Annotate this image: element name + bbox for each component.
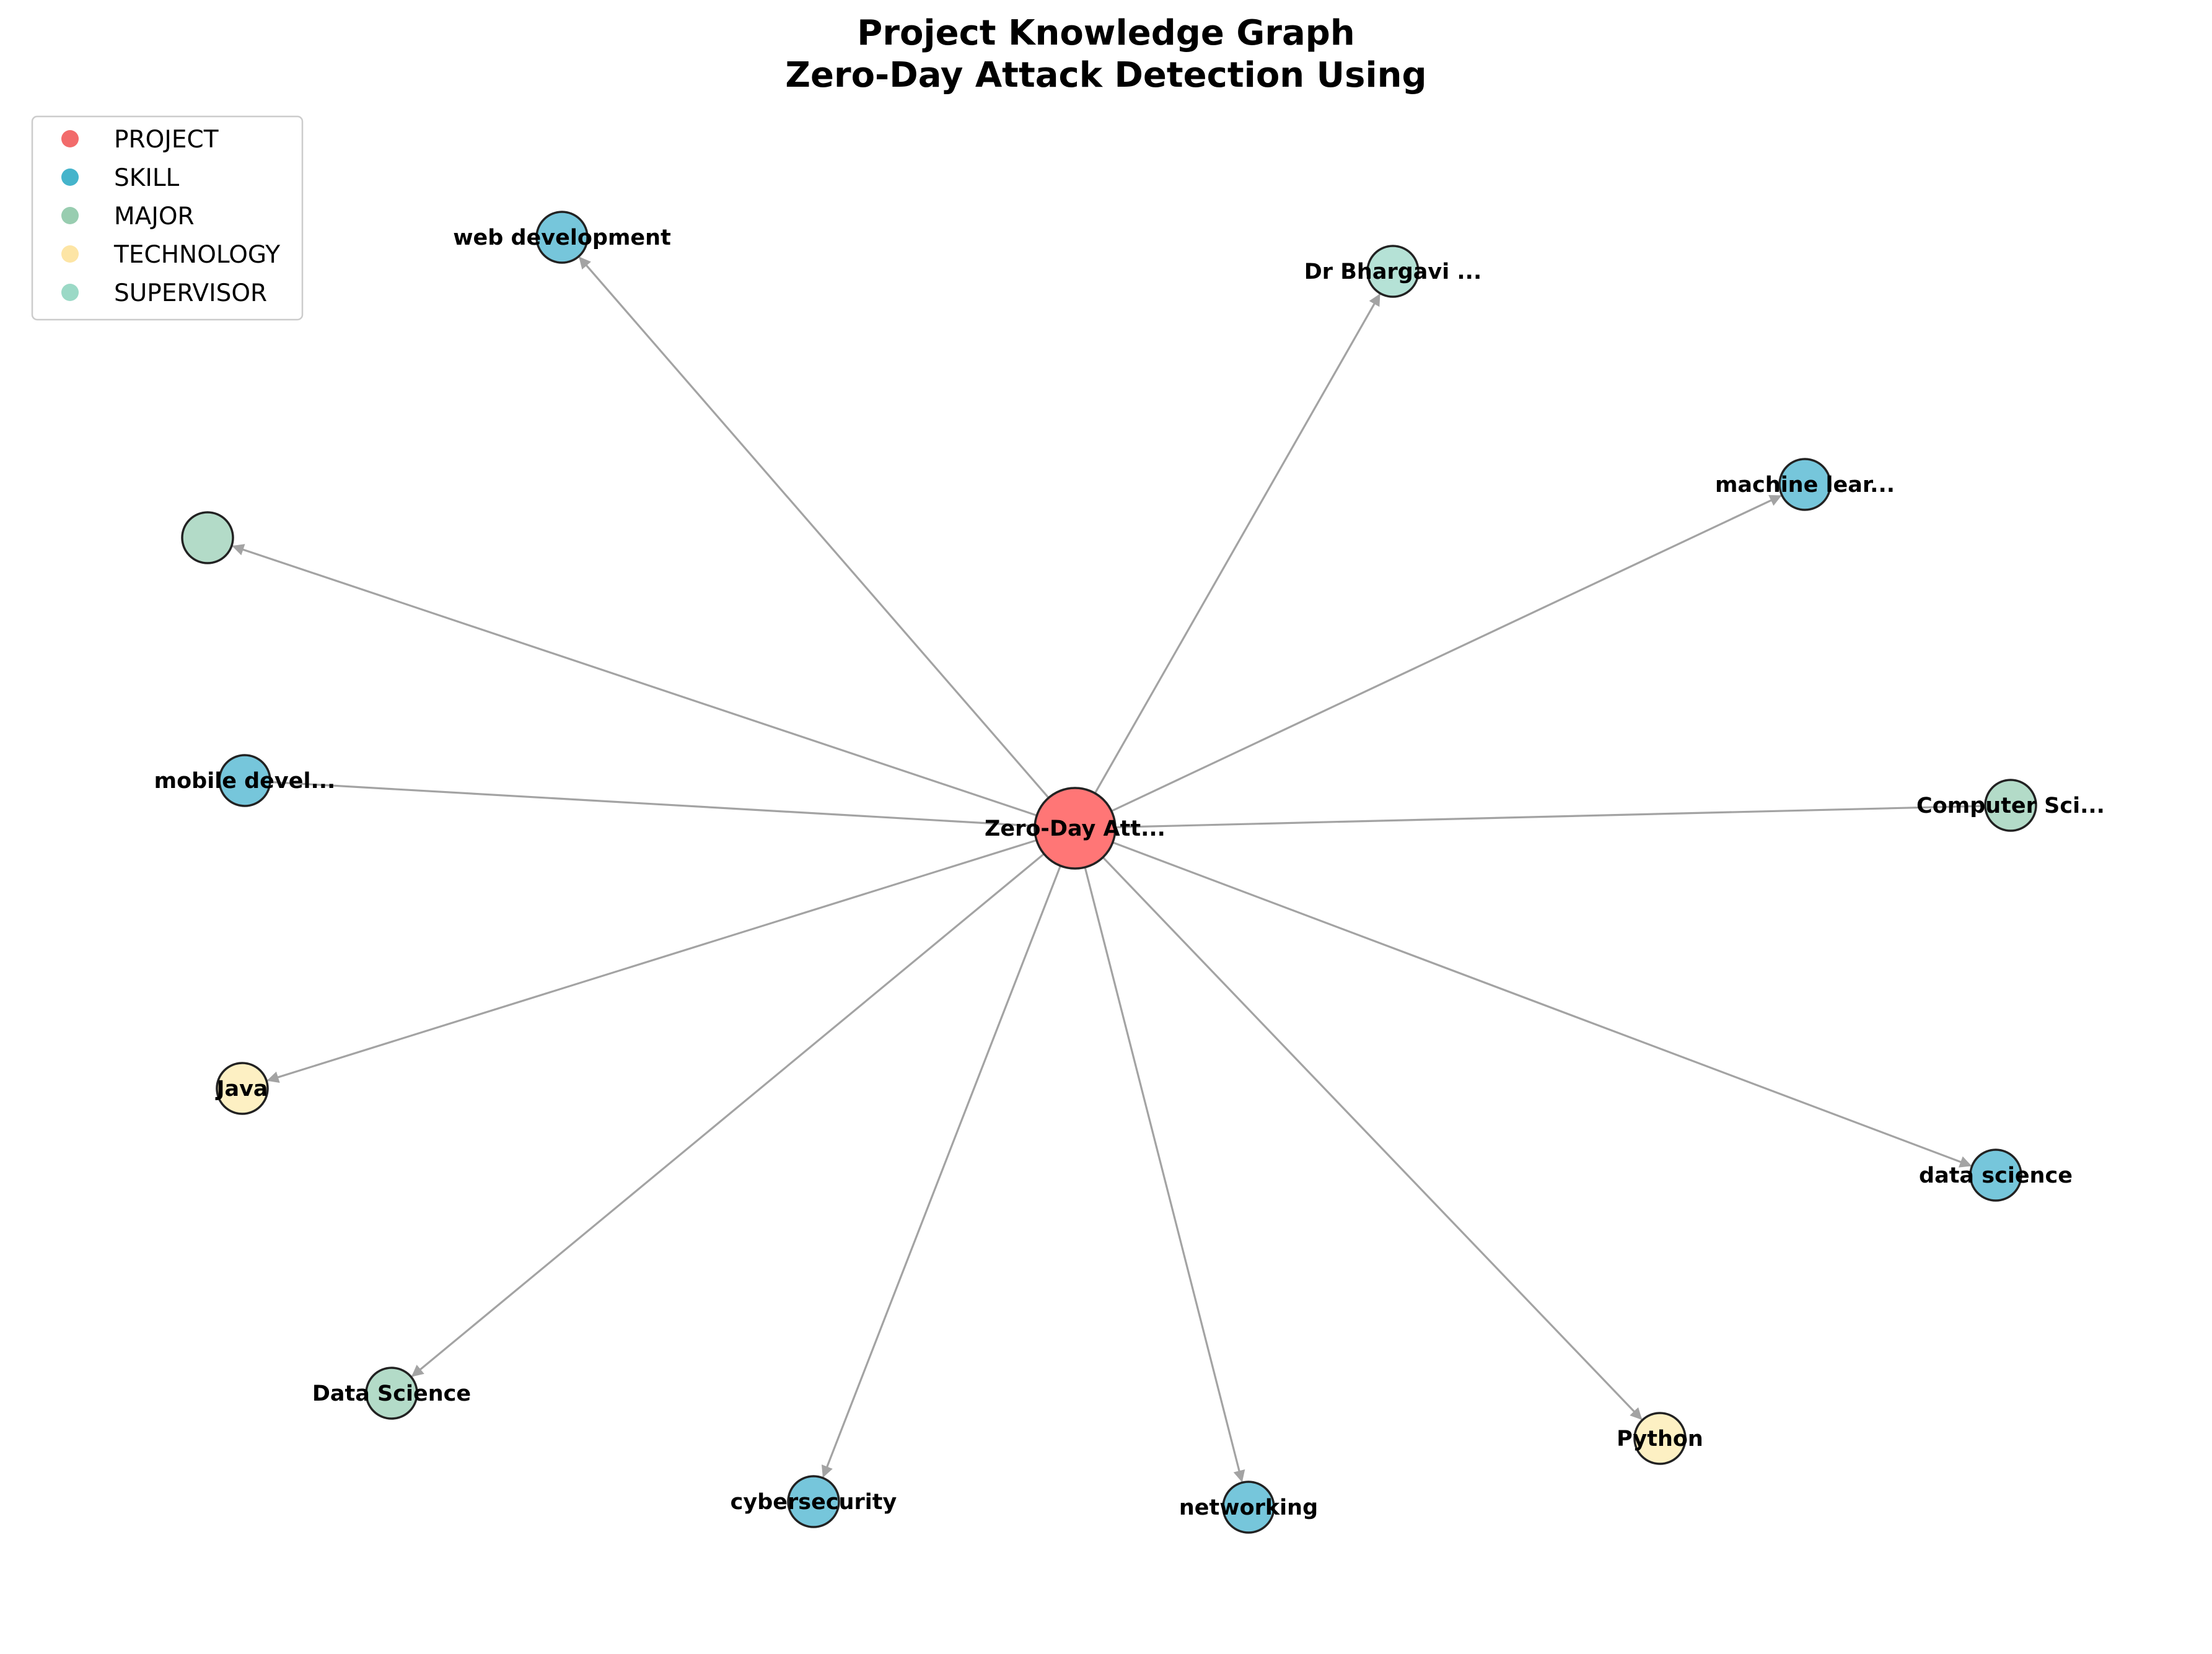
node-label-data-science-8: Data Science bbox=[312, 1381, 471, 1406]
legend-item-supervisor: SUPERVISOR bbox=[61, 279, 267, 307]
legend-label-technology: TECHNOLOGY bbox=[113, 241, 280, 269]
node-label-python-9: Python bbox=[1617, 1427, 1703, 1451]
graph-title-line-2: Zero-Day Attack Detection Using bbox=[785, 55, 1426, 95]
node-label-data-science-7: data science bbox=[1919, 1163, 2073, 1188]
edge-machine-lear-2 bbox=[1111, 494, 1782, 812]
node-label-machine-lear-2: machine lear... bbox=[1715, 473, 1895, 497]
node-circle-data-science-8[interactable] bbox=[365, 1367, 418, 1420]
node-label-mobile-devel-4: mobile devel... bbox=[154, 769, 336, 794]
edge-data-science-7 bbox=[1112, 841, 1972, 1168]
node-project[interactable]: Zero-Day Att... bbox=[985, 787, 1165, 870]
legend-marker-major bbox=[61, 207, 79, 224]
legend-item-technology: TECHNOLOGY bbox=[61, 241, 280, 269]
legend: PROJECT SKILL MAJOR TECHNOLOGY SUPERVISOR bbox=[31, 115, 304, 321]
node-python-9[interactable]: Python bbox=[1617, 1412, 1703, 1465]
node-circle-computer-sci-5[interactable] bbox=[1984, 779, 2037, 832]
node-label-java-6: Java bbox=[215, 1077, 268, 1101]
legend-marker-skill bbox=[61, 168, 79, 186]
node-circle-networking-11[interactable] bbox=[1222, 1481, 1275, 1534]
node-data-science-7[interactable]: data science bbox=[1919, 1149, 2073, 1202]
edge-java-6 bbox=[266, 839, 1037, 1083]
node-mobile-devel-4[interactable]: mobile devel... bbox=[154, 754, 336, 807]
legend-marker-project bbox=[61, 130, 79, 147]
node-project-circle[interactable] bbox=[1034, 787, 1117, 870]
edge-computer-sci-5 bbox=[1115, 805, 1985, 829]
node-label-dr-bhargavi-1: Dr Bhargavi ... bbox=[1304, 260, 1482, 284]
edge-web-development-0 bbox=[578, 256, 1050, 799]
legend-item-skill: SKILL bbox=[61, 164, 180, 192]
node-circle-java-6[interactable] bbox=[216, 1062, 269, 1115]
node-machine-lear-2[interactable]: machine lear... bbox=[1715, 458, 1895, 511]
legend-label-skill: SKILL bbox=[114, 164, 180, 192]
graph-title-line-1: Project Knowledge Graph bbox=[857, 13, 1354, 53]
node-label-computer-sci-5: Computer Sci... bbox=[1916, 794, 2105, 818]
legend-label-project: PROJECT bbox=[114, 126, 219, 154]
node-circle-cybersecurity-10[interactable] bbox=[787, 1475, 840, 1528]
nodes-layer: Zero-Day Att... web development Dr Bhargav… bbox=[154, 211, 2105, 1534]
edge-mobile-devel-4 bbox=[271, 781, 1035, 827]
node-circle-machine-lear-2[interactable] bbox=[1778, 458, 1832, 511]
legend-marker-supervisor bbox=[61, 284, 79, 301]
node-java-6[interactable]: Java bbox=[215, 1062, 269, 1115]
node-networking-11[interactable]: networking bbox=[1179, 1481, 1318, 1534]
node-web-development-0[interactable]: web development bbox=[453, 211, 671, 264]
node-data-science-8[interactable]: Data Science bbox=[312, 1367, 471, 1420]
node-circle-data-science-7[interactable] bbox=[1969, 1149, 2022, 1202]
node-circle-dr-bhargavi-1[interactable] bbox=[1366, 245, 1420, 298]
legend-item-project: PROJECT bbox=[61, 126, 219, 154]
edge-networking-11 bbox=[1084, 867, 1245, 1482]
edge-python-9 bbox=[1102, 856, 1643, 1420]
legend-item-major: MAJOR bbox=[61, 203, 195, 230]
node-label-networking-11: networking bbox=[1179, 1495, 1318, 1520]
node-computer-sci-5[interactable]: Computer Sci... bbox=[1916, 779, 2105, 832]
legend-items: PROJECT SKILL MAJOR TECHNOLOGY SUPERVISOR bbox=[61, 126, 280, 307]
node-circle-web-development-0[interactable] bbox=[535, 211, 589, 264]
edge-unlabeled-3 bbox=[232, 544, 1037, 816]
edge-dr-bhargavi-1 bbox=[1094, 293, 1381, 794]
node-circle-mobile-devel-4[interactable] bbox=[218, 754, 271, 807]
edges-layer bbox=[232, 256, 1985, 1482]
node-circle-unlabeled-3[interactable] bbox=[181, 511, 234, 564]
edge-data-science-8 bbox=[411, 853, 1045, 1377]
legend-label-major: MAJOR bbox=[114, 203, 195, 230]
legend-label-supervisor: SUPERVISOR bbox=[114, 279, 267, 307]
node-label-web-development-0: web development bbox=[453, 225, 671, 250]
node-project-label: Zero-Day Att... bbox=[985, 816, 1165, 841]
edge-cybersecurity-10 bbox=[821, 865, 1061, 1478]
legend-frame bbox=[31, 115, 304, 321]
node-label-cybersecurity-10: cybersecurity bbox=[731, 1490, 897, 1515]
node-circle-python-9[interactable] bbox=[1633, 1412, 1687, 1465]
legend-marker-technology bbox=[61, 245, 79, 263]
node-unlabeled-3[interactable] bbox=[181, 511, 234, 564]
node-cybersecurity-10[interactable]: cybersecurity bbox=[731, 1475, 897, 1528]
node-dr-bhargavi-1[interactable]: Dr Bhargavi ... bbox=[1304, 245, 1482, 298]
